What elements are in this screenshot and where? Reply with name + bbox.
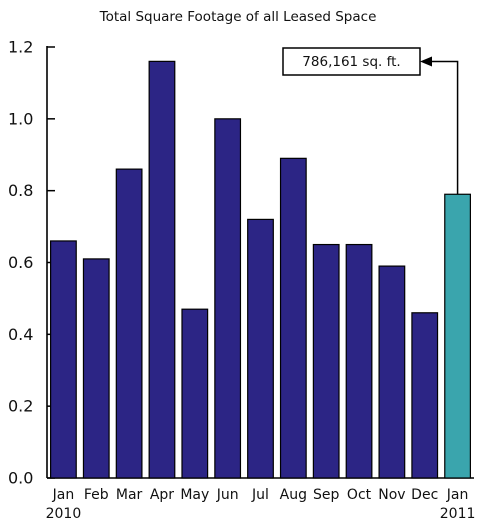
y-tick-label: 0.2 xyxy=(8,397,33,416)
x-tick-label: Jan xyxy=(52,487,75,503)
x-tick-label: Jun xyxy=(216,487,239,503)
x-tick-label: Oct xyxy=(347,487,372,503)
y-tick-label: 0.6 xyxy=(8,253,33,272)
x-tick-label: Jan xyxy=(446,487,469,503)
annotation-arrow-line xyxy=(431,60,459,195)
bar-jun xyxy=(214,118,242,479)
bar-apr xyxy=(148,60,176,479)
x-tick-label: Aug xyxy=(280,487,307,503)
x-axis-ticks: Jan Feb Mar Apr May Jun Jul Aug Sep Oct Nov Dec Jan 2… xyxy=(46,487,476,521)
bar-may xyxy=(181,308,209,479)
bar-oct xyxy=(345,243,373,479)
x-tick-label: Jul xyxy=(251,487,269,503)
bar-mar xyxy=(115,168,143,479)
y-tick-label: 0.4 xyxy=(8,325,33,344)
annotation-callout: 786,161 sq. ft. xyxy=(282,47,459,195)
bar-jan-2011 xyxy=(444,193,471,479)
bar-feb xyxy=(82,258,110,479)
y-tick-label: 1.0 xyxy=(8,109,33,128)
x-tick-label: Feb xyxy=(84,487,109,503)
bar-jan xyxy=(50,240,77,479)
year-label-last: 2011 xyxy=(440,506,476,521)
bars xyxy=(50,60,471,479)
x-tick-label: May xyxy=(180,487,209,503)
x-tick-label: Apr xyxy=(150,487,174,503)
y-tick-label: 0.0 xyxy=(8,469,33,488)
year-label-first: 2010 xyxy=(46,506,82,521)
bar-dec xyxy=(411,312,439,479)
annotation-text: 786,161 sq. ft. xyxy=(302,54,400,70)
x-tick-label: Dec xyxy=(411,487,438,503)
x-tick-label: Nov xyxy=(378,487,405,503)
x-tick-label: Mar xyxy=(116,487,143,503)
bar-jul xyxy=(247,218,274,479)
y-tick-label: 1.2 xyxy=(8,38,33,57)
bar-nov xyxy=(378,265,406,479)
annotation-arrowhead xyxy=(420,56,432,67)
bar-sep xyxy=(312,243,340,479)
x-tick-label: Sep xyxy=(313,487,340,503)
chart-title: Total Square Footage of all Leased Space xyxy=(99,9,377,25)
bar-aug xyxy=(279,157,307,479)
y-axis-ticks: 0.0 0.2 0.4 0.6 0.8 1.0 1.2 xyxy=(8,38,55,488)
y-tick-label: 0.8 xyxy=(8,181,33,200)
